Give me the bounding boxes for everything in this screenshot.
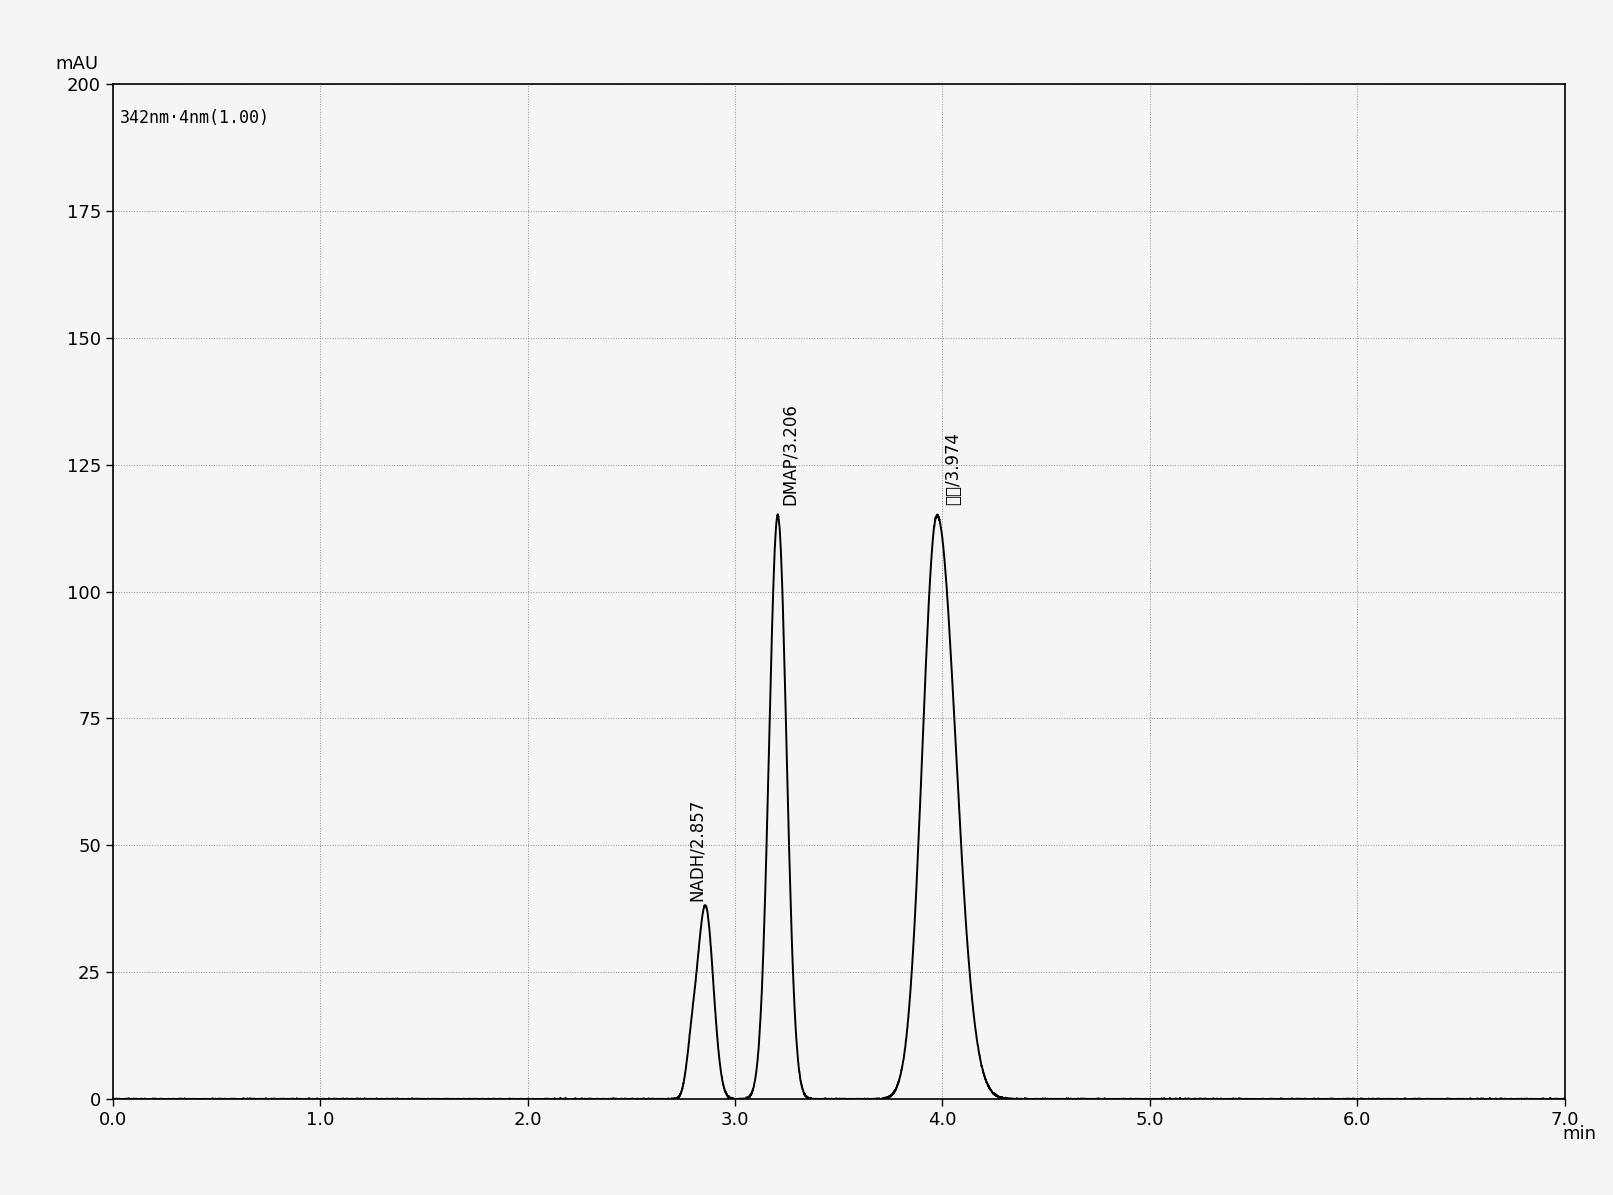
Text: 342nm·4nm(1.00): 342nm·4nm(1.00): [119, 109, 269, 127]
X-axis label: min: min: [1561, 1124, 1597, 1142]
Y-axis label: mAU: mAU: [55, 55, 98, 73]
Text: NADH/2.857: NADH/2.857: [689, 799, 706, 901]
Text: 水山/3.974: 水山/3.974: [945, 433, 963, 505]
Text: DMAP/3.206: DMAP/3.206: [781, 403, 798, 505]
